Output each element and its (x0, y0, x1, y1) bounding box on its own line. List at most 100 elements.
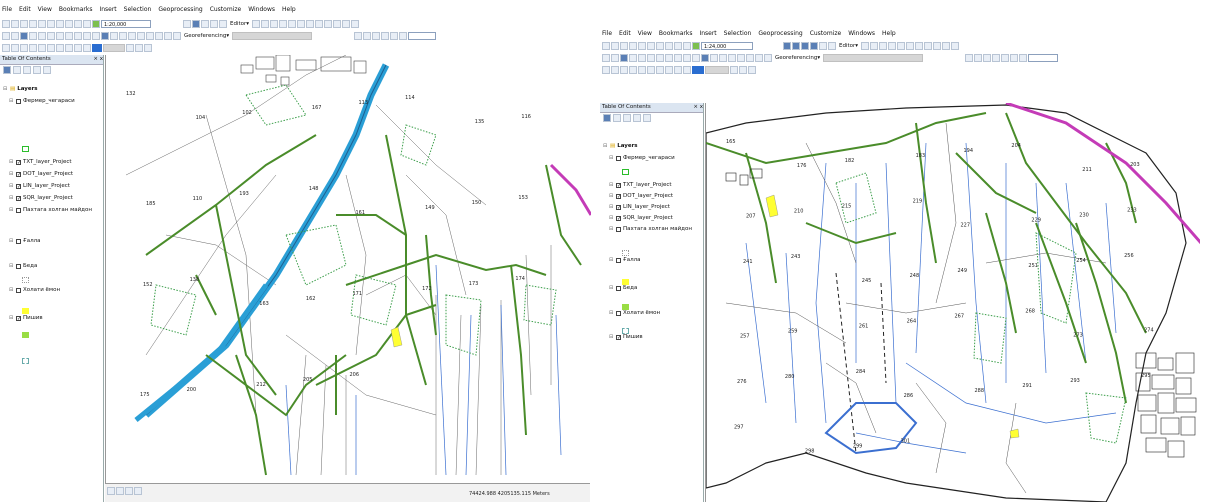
menu-item-selection[interactable]: Selection (123, 6, 152, 13)
draw-icon[interactable] (47, 43, 55, 52)
draw-icon[interactable] (656, 65, 664, 74)
edit-tool-icon[interactable] (861, 41, 870, 50)
expand-icon[interactable]: ⊟ (609, 193, 614, 199)
layer-visibility-checkbox[interactable]: ✓ (16, 159, 22, 166)
layer-row[interactable]: ⊟ ✓ DOT_layer_Project (9, 171, 73, 177)
georef-tool-icon[interactable] (390, 31, 399, 40)
expand-icon[interactable]: ⊟ (9, 315, 14, 321)
layer-visibility-checkbox[interactable] (616, 155, 621, 161)
layer-visibility-checkbox[interactable] (16, 287, 21, 293)
expand-icon[interactable]: ⊟ (9, 195, 14, 201)
georef-tool-icon[interactable] (363, 31, 372, 40)
draw-icon[interactable] (135, 43, 143, 52)
menu-item-windows[interactable]: Windows (248, 6, 275, 13)
find-icon[interactable] (737, 53, 745, 62)
forward-icon[interactable] (665, 53, 673, 62)
list-by-visibility-icon[interactable] (23, 66, 31, 74)
split-icon[interactable] (315, 19, 324, 28)
layer-row[interactable]: ⊟ Пахтага холган майдон (609, 226, 692, 232)
menu-item-help[interactable]: Help (881, 30, 896, 37)
full-extent-icon[interactable] (629, 53, 637, 62)
forward-icon[interactable] (65, 31, 73, 40)
layer-visibility-checkbox[interactable]: ✓ (616, 334, 622, 341)
full-extent-icon[interactable] (29, 31, 37, 40)
select-features-icon[interactable] (74, 31, 82, 40)
sketch-properties-icon[interactable] (342, 19, 351, 28)
attributes-icon[interactable] (942, 41, 951, 50)
draw-icon[interactable] (748, 65, 756, 74)
fixed-zoom-in-icon[interactable] (38, 31, 46, 40)
create-features-icon[interactable] (351, 19, 360, 28)
menu-item-view[interactable]: View (37, 6, 52, 13)
layer-row[interactable]: ⊟ Беда (9, 263, 37, 269)
layer-visibility-checkbox[interactable] (16, 263, 21, 269)
menu-item-selection[interactable]: Selection (723, 30, 752, 37)
draw-icon[interactable] (38, 43, 46, 52)
delete-icon[interactable] (665, 41, 673, 50)
expand-icon[interactable]: ⊟ (609, 310, 614, 316)
catalog-icon[interactable] (201, 19, 209, 28)
delete-icon[interactable] (65, 19, 73, 28)
draw-icon[interactable] (739, 65, 747, 74)
layer-visibility-checkbox[interactable]: ✓ (16, 183, 22, 190)
layer-row[interactable]: ⊟ Фермер_чегараси (9, 98, 75, 104)
draw-icon[interactable] (126, 43, 134, 52)
zoom-in-icon[interactable] (602, 53, 610, 62)
layer-row[interactable]: ⊟ Ғалла (609, 257, 640, 263)
menu-item-file[interactable]: File (602, 30, 613, 37)
menu-item-geoprocessing[interactable]: Geoprocessing (758, 30, 803, 37)
draw-icon[interactable] (674, 65, 682, 74)
expand-icon[interactable]: ⊟ (9, 183, 14, 189)
expand-icon[interactable]: ⊟ (9, 171, 14, 177)
georef-tool-icon[interactable] (381, 31, 390, 40)
draw-icon[interactable] (730, 65, 738, 74)
reshape-icon[interactable] (906, 41, 915, 50)
save-icon[interactable] (20, 19, 28, 28)
menu-item-view[interactable]: View (637, 30, 652, 37)
search-icon[interactable] (210, 19, 218, 28)
zoom-out-icon[interactable] (11, 31, 19, 40)
draw-icon[interactable] (11, 43, 19, 52)
draw-icon[interactable] (2, 43, 10, 52)
draw-icon[interactable] (20, 43, 28, 52)
copy-icon[interactable] (47, 19, 55, 28)
layer-visibility-checkbox[interactable]: ✓ (616, 193, 622, 200)
expand-icon[interactable]: ⊟ (609, 215, 614, 221)
editor-menu[interactable]: Editor▾ (230, 20, 250, 27)
menu-item-bookmarks[interactable]: Bookmarks (658, 30, 693, 37)
layer-row[interactable]: ⊟ ✓ TXT_layer_Project (9, 159, 72, 165)
draw-icon[interactable] (647, 65, 655, 74)
search-icon[interactable] (810, 41, 818, 50)
cut-polygon-icon[interactable] (915, 41, 924, 50)
go-to-xy-icon[interactable] (155, 31, 163, 40)
attributes-icon[interactable] (333, 19, 342, 28)
print-icon[interactable] (29, 19, 37, 28)
sketch-icon[interactable] (870, 41, 879, 50)
rotate-icon[interactable] (324, 19, 333, 28)
toolbox-icon[interactable] (819, 41, 827, 50)
zoom-out-icon[interactable] (611, 53, 619, 62)
time-slider-icon[interactable] (164, 31, 172, 40)
layer-visibility-checkbox[interactable] (616, 226, 621, 232)
font-combo[interactable] (705, 65, 729, 74)
toolbox-icon[interactable] (219, 19, 227, 28)
new-icon[interactable] (2, 19, 10, 28)
expand-icon[interactable]: ⊟ (609, 226, 614, 232)
map-view[interactable]: 165 176 182 183 194 204 211 203 207 210 215 219 227 2… (705, 101, 1200, 502)
identify-icon[interactable] (101, 31, 109, 40)
draw-icon[interactable] (602, 65, 610, 74)
layer-visibility-checkbox[interactable]: ✓ (616, 204, 622, 211)
fixed-zoom-in-icon[interactable] (638, 53, 646, 62)
layer-row[interactable]: ⊟ ▤ Layers (3, 86, 38, 92)
list-by-selection-icon[interactable] (33, 66, 41, 74)
paste-icon[interactable] (656, 41, 664, 50)
select-features-icon[interactable] (674, 53, 682, 62)
catalog-icon[interactable] (801, 41, 809, 50)
print-icon[interactable] (629, 41, 637, 50)
options-icon[interactable] (643, 114, 651, 122)
draw-icon[interactable] (683, 65, 691, 74)
sketch-properties-icon[interactable] (951, 41, 960, 50)
layer-row[interactable]: ⊟ Пахтага холган майдон (9, 207, 92, 213)
layer-visibility-checkbox[interactable]: ✓ (16, 171, 22, 178)
menu-item-edit[interactable]: Edit (619, 30, 631, 37)
